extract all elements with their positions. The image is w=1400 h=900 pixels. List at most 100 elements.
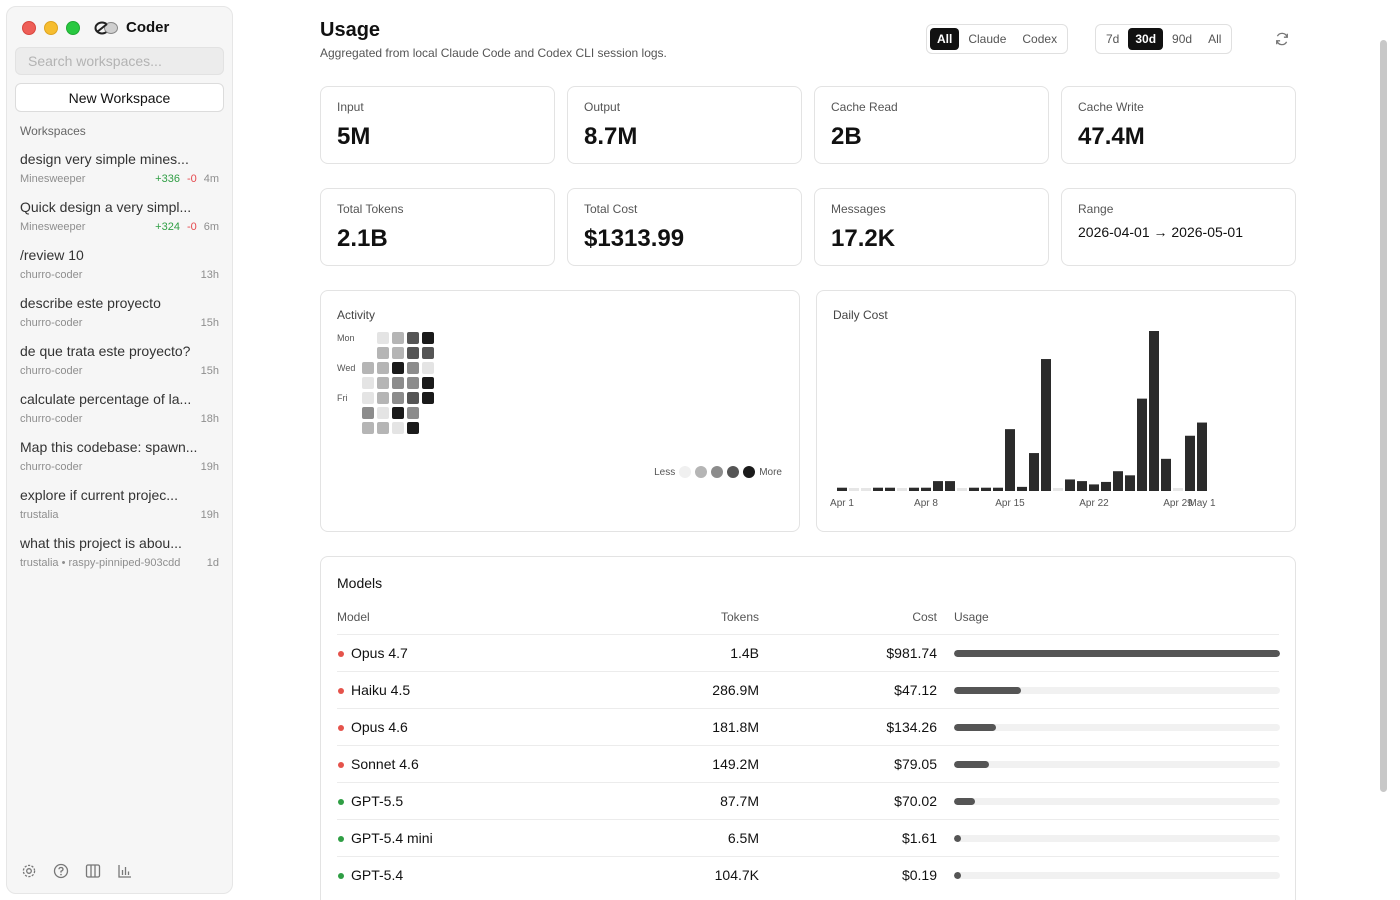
heatmap-cell[interactable] bbox=[392, 392, 404, 404]
model-row[interactable]: GPT-5.4 104.7K $0.19 bbox=[337, 856, 1280, 893]
heatmap-cell[interactable] bbox=[362, 422, 374, 434]
heatmap-cell[interactable] bbox=[407, 347, 419, 359]
model-row[interactable]: Opus 4.6 181.8M $134.26 bbox=[337, 708, 1280, 745]
column-header-tokens[interactable]: Tokens bbox=[720, 610, 759, 624]
heatmap-cell[interactable] bbox=[422, 377, 434, 389]
cost-bar[interactable] bbox=[1137, 398, 1147, 491]
cost-bar[interactable] bbox=[1197, 422, 1207, 491]
heatmap-cell[interactable] bbox=[407, 407, 419, 419]
heatmap-cell[interactable] bbox=[392, 377, 404, 389]
column-header-model[interactable]: Model bbox=[337, 610, 370, 624]
heatmap-cell[interactable] bbox=[422, 362, 434, 374]
refresh-icon[interactable] bbox=[1274, 31, 1290, 47]
heatmap-cell[interactable] bbox=[392, 407, 404, 419]
cost-bar[interactable] bbox=[1017, 486, 1027, 491]
gear-icon[interactable] bbox=[21, 863, 37, 879]
filter-range-7d[interactable]: 7d bbox=[1106, 32, 1120, 46]
heatmap-cell[interactable] bbox=[362, 407, 374, 419]
cost-bar[interactable] bbox=[1161, 458, 1171, 491]
cost-bar[interactable] bbox=[1173, 488, 1183, 491]
column-header-cost[interactable]: Cost bbox=[912, 610, 937, 624]
close-window-button[interactable] bbox=[22, 21, 36, 35]
cost-bar[interactable] bbox=[1101, 481, 1111, 491]
workspace-item[interactable]: de que trata este proyecto? churro-coder 1… bbox=[7, 339, 232, 387]
filter-range-90d[interactable]: 90d bbox=[1172, 32, 1193, 46]
cost-bar[interactable] bbox=[885, 487, 895, 491]
minimize-window-button[interactable] bbox=[44, 21, 58, 35]
new-workspace-button[interactable]: New Workspace bbox=[15, 83, 224, 112]
heatmap-cell[interactable] bbox=[422, 347, 434, 359]
heatmap-cell[interactable] bbox=[362, 392, 374, 404]
cost-bar[interactable] bbox=[1077, 481, 1087, 491]
help-icon[interactable] bbox=[53, 863, 69, 879]
cost-bar[interactable] bbox=[1113, 471, 1123, 491]
main-scrollbar[interactable] bbox=[1380, 40, 1387, 792]
workspace-item[interactable]: /review 10 churro-coder 13h bbox=[7, 243, 232, 291]
workspace-item[interactable]: describe este proyecto churro-coder 15h bbox=[7, 291, 232, 339]
heatmap-cell[interactable] bbox=[407, 377, 419, 389]
heatmap-cell[interactable] bbox=[392, 362, 404, 374]
model-row[interactable]: GPT-5.4 mini 6.5M $1.61 bbox=[337, 819, 1280, 856]
model-row[interactable]: Sonnet 4.6 149.2M $79.05 bbox=[337, 745, 1280, 782]
filter-source-all[interactable]: All bbox=[930, 28, 960, 50]
heatmap-cell[interactable] bbox=[377, 332, 389, 344]
cost-bar[interactable] bbox=[1053, 488, 1063, 491]
filter-source-codex[interactable]: Codex bbox=[1022, 32, 1058, 46]
heatmap-cell[interactable] bbox=[377, 347, 389, 359]
heatmap-cell[interactable] bbox=[392, 347, 404, 359]
cost-bar[interactable] bbox=[861, 488, 871, 491]
cost-bar[interactable] bbox=[1029, 453, 1039, 491]
heatmap-cell[interactable] bbox=[422, 332, 434, 344]
column-header-usage[interactable]: Usage bbox=[954, 610, 989, 624]
workspace-item[interactable]: what this project is abou... trustalia • … bbox=[7, 531, 232, 579]
heatmap-cell[interactable] bbox=[407, 392, 419, 404]
maximize-window-button[interactable] bbox=[66, 21, 80, 35]
cost-bar[interactable] bbox=[1125, 475, 1135, 491]
heatmap-cell[interactable] bbox=[392, 422, 404, 434]
chart-icon[interactable] bbox=[117, 863, 133, 879]
cost-bar[interactable] bbox=[993, 487, 1003, 491]
cost-bar[interactable] bbox=[909, 487, 919, 491]
heatmap-cell[interactable] bbox=[362, 377, 374, 389]
cost-bar[interactable] bbox=[945, 481, 955, 491]
heatmap-cell[interactable] bbox=[377, 392, 389, 404]
columns-icon[interactable] bbox=[85, 863, 101, 879]
search-workspaces-input[interactable] bbox=[15, 47, 224, 75]
cost-bar[interactable] bbox=[873, 487, 883, 491]
cost-bar[interactable] bbox=[1185, 435, 1195, 491]
cost-bar[interactable] bbox=[933, 481, 943, 491]
model-row[interactable]: Haiku 4.5 286.9M $47.12 bbox=[337, 671, 1280, 708]
heatmap-cell[interactable] bbox=[377, 422, 389, 434]
model-row[interactable]: Opus 4.7 1.4B $981.74 bbox=[337, 634, 1280, 671]
heatmap-cell[interactable] bbox=[362, 362, 374, 374]
heatmap-cell[interactable] bbox=[392, 332, 404, 344]
cost-bar[interactable] bbox=[981, 487, 991, 491]
heatmap-cell[interactable] bbox=[407, 332, 419, 344]
cost-bar[interactable] bbox=[849, 488, 859, 491]
workspace-item[interactable]: calculate percentage of la... churro-code… bbox=[7, 387, 232, 435]
workspace-item[interactable]: Quick design a very simpl... Minesweeper +… bbox=[7, 195, 232, 243]
cost-bar[interactable] bbox=[1065, 479, 1075, 491]
cost-bar[interactable] bbox=[957, 488, 967, 491]
cost-bar[interactable] bbox=[921, 487, 931, 491]
heatmap-cell[interactable] bbox=[407, 422, 419, 434]
cost-bar[interactable] bbox=[837, 487, 847, 491]
filter-range-30d[interactable]: 30d bbox=[1128, 28, 1164, 50]
cost-bar[interactable] bbox=[1005, 429, 1015, 491]
cost-bar[interactable] bbox=[1149, 331, 1159, 491]
heatmap-cell[interactable] bbox=[407, 362, 419, 374]
cost-bar[interactable] bbox=[1089, 484, 1099, 491]
workspace-item[interactable]: Map this codebase: spawn... churro-coder 1… bbox=[7, 435, 232, 483]
cost-bar[interactable] bbox=[1041, 359, 1051, 491]
heatmap-cell[interactable] bbox=[422, 392, 434, 404]
filter-source-claude[interactable]: Claude bbox=[968, 32, 1007, 46]
filter-range-all[interactable]: All bbox=[1208, 32, 1222, 46]
heatmap-cell[interactable] bbox=[377, 362, 389, 374]
cost-bar[interactable] bbox=[969, 487, 979, 491]
model-row[interactable]: GPT-5.5 87.7M $70.02 bbox=[337, 782, 1280, 819]
cost-bar[interactable] bbox=[897, 488, 907, 491]
heatmap-cell[interactable] bbox=[377, 377, 389, 389]
workspace-item[interactable]: design very simple mines... Minesweeper +3… bbox=[7, 147, 232, 195]
heatmap-cell[interactable] bbox=[377, 407, 389, 419]
workspace-item[interactable]: explore if current projec... trustalia 19h bbox=[7, 483, 232, 531]
